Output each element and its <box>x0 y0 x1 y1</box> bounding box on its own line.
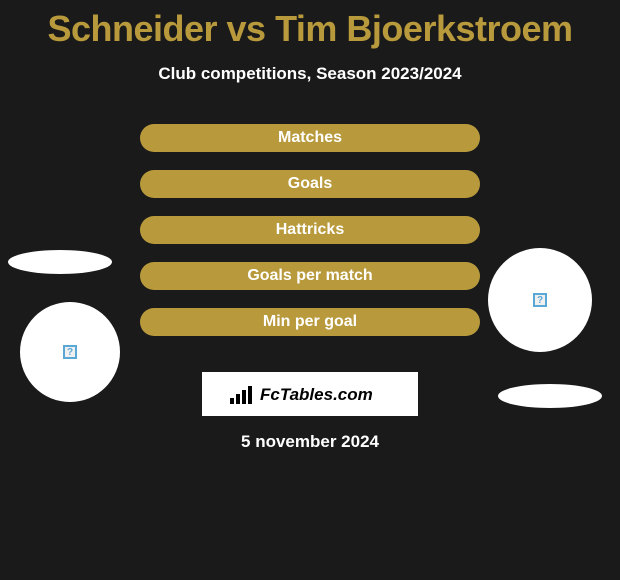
bar-row: Goals <box>140 170 480 198</box>
bar-list: Matches Goals Hattricks Goals per match Min … <box>140 124 480 354</box>
footer-date: 5 november 2024 <box>0 432 620 452</box>
decor-ellipse-left <box>8 250 112 274</box>
bar-label: Hattricks <box>140 216 480 244</box>
brand-badge: FcTables.com <box>202 372 418 416</box>
page-title: Schneider vs Tim Bjoerkstroem <box>0 0 620 50</box>
avatar-placeholder-icon: ? <box>533 293 547 307</box>
avatar-placeholder-icon: ? <box>63 345 77 359</box>
bar-row: Goals per match <box>140 262 480 290</box>
bar-label: Matches <box>140 124 480 152</box>
decor-ellipse-right <box>498 384 602 408</box>
brand-text: FcTables.com <box>260 385 373 404</box>
bar-row: Matches <box>140 124 480 152</box>
bar-label: Goals <box>140 170 480 198</box>
bar-row: Hattricks <box>140 216 480 244</box>
bar-row: Min per goal <box>140 308 480 336</box>
bar-label: Goals per match <box>140 262 480 290</box>
player-avatar-left: ? <box>20 302 120 402</box>
player-avatar-right: ? <box>488 248 592 352</box>
page-subtitle: Club competitions, Season 2023/2024 <box>0 64 620 84</box>
brand-logo-icon: FcTables.com <box>230 380 390 408</box>
bar-label: Min per goal <box>140 308 480 336</box>
comparison-chart: ? ? MatchesGoalsHattricksGoals per match… <box>0 124 620 354</box>
